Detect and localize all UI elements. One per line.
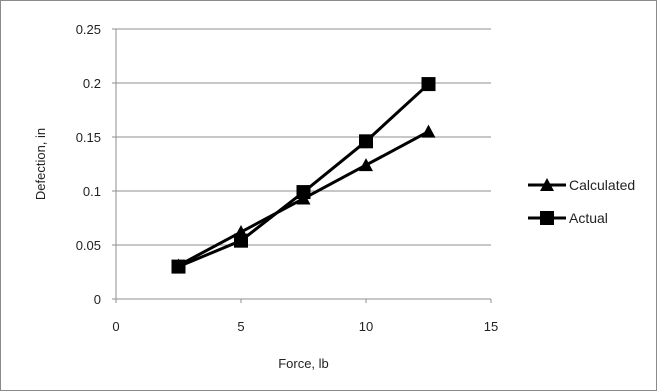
- y-tick-label: 0.15: [76, 130, 101, 145]
- x-tick-label: 5: [237, 319, 244, 334]
- legend-marker-actual: [540, 211, 554, 225]
- tick-labels: 0 0.05 0.1 0.15 0.2 0.25 0 5 10 15: [76, 22, 499, 334]
- legend-label-calculated: Calculated: [569, 177, 635, 193]
- x-tick-label: 15: [484, 319, 498, 334]
- data-point-actual: [171, 259, 186, 274]
- y-tick-label: 0.2: [83, 76, 101, 91]
- y-tick-label: 0.1: [83, 184, 101, 199]
- data-point-actual: [359, 134, 373, 149]
- y-axis-title: Defection, in: [33, 128, 48, 200]
- data-point-calculated: [359, 158, 373, 172]
- series-line-actual: [177, 82, 430, 268]
- y-tick-label: 0.25: [76, 22, 101, 37]
- y-tick-label: 0: [94, 292, 101, 307]
- x-axis-title: Force, lb: [278, 356, 329, 371]
- legend: Calculated Actual: [528, 177, 635, 226]
- x-tick-label: 0: [112, 319, 119, 334]
- y-tick-label: 0.05: [76, 238, 101, 253]
- legend-label-actual: Actual: [569, 210, 608, 226]
- legend-marker-calculated: [540, 178, 554, 191]
- data-point-actual: [296, 185, 311, 200]
- data-point-actual: [234, 233, 248, 248]
- axes: [112, 28, 492, 303]
- series: [171, 77, 436, 274]
- data-point-calculated: [421, 124, 436, 138]
- data-point-actual: [421, 77, 436, 92]
- x-tick-label: 10: [359, 319, 373, 334]
